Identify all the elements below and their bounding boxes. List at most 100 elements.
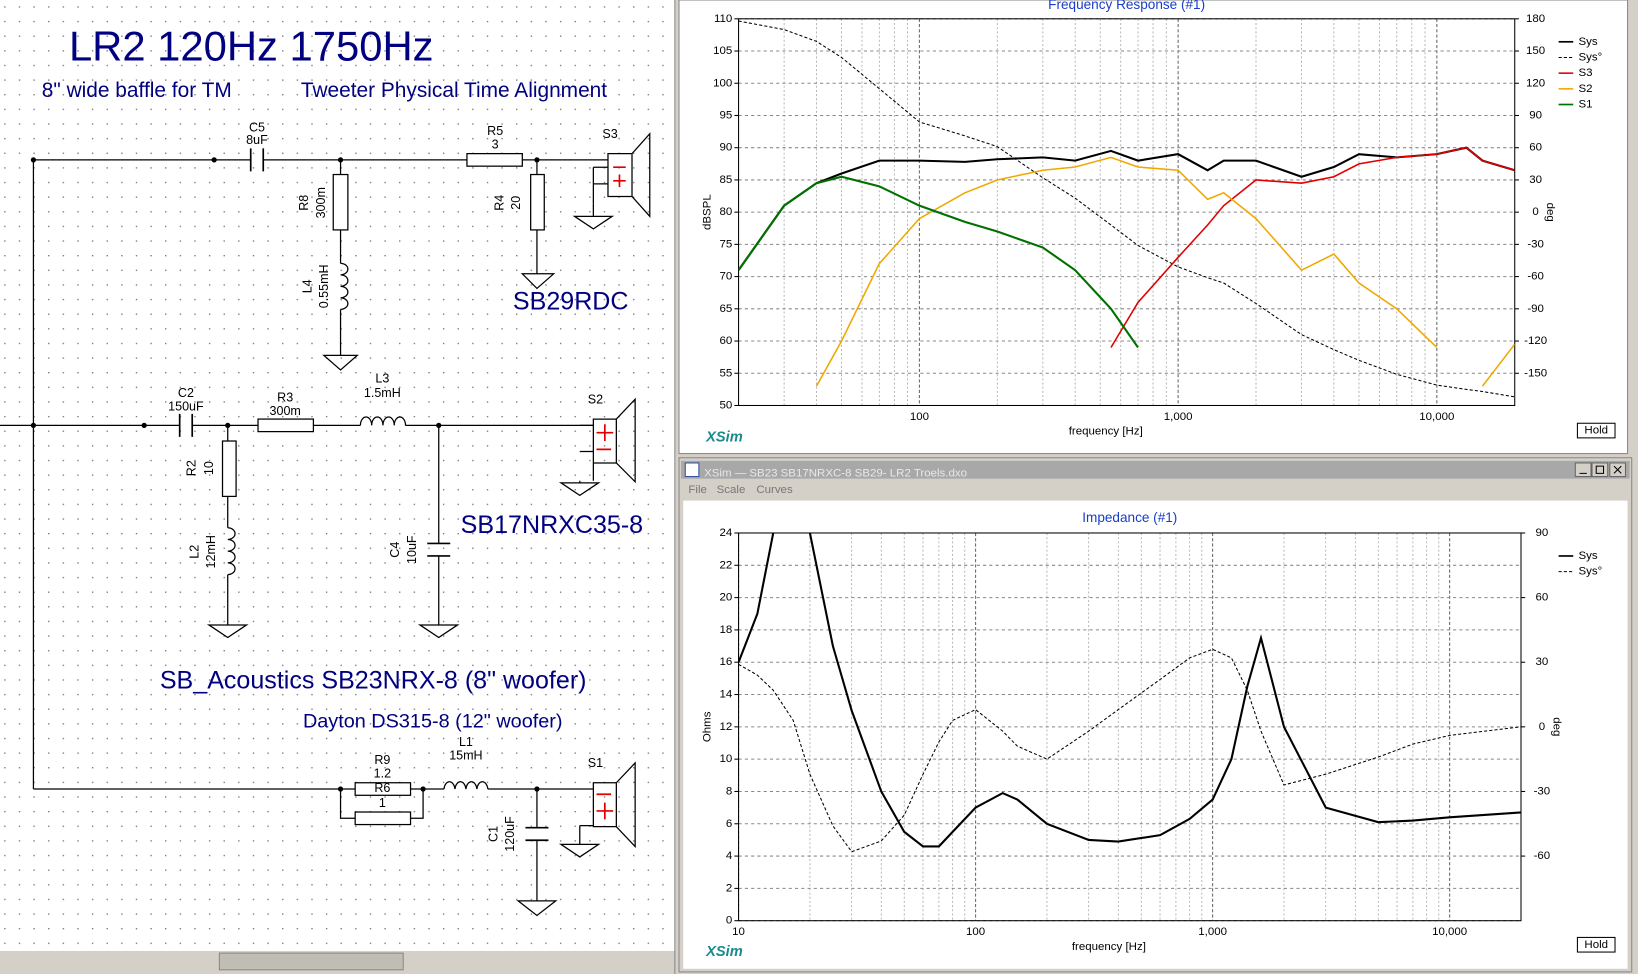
x-tick-label: 1,000: [1198, 926, 1227, 938]
legend-label: Sys°: [1578, 52, 1602, 64]
ref: R5: [487, 124, 503, 138]
wiring: [0, 132, 651, 917]
menu-item[interactable]: Scale: [717, 484, 746, 496]
y-tick-label: 24: [720, 527, 733, 539]
y-tick-label: 4: [726, 850, 733, 862]
y2-tick-label: -60: [1534, 850, 1551, 862]
hold-button[interactable]: [1576, 936, 1616, 953]
y-tick-label: 0: [726, 915, 732, 927]
value: 15mH: [449, 749, 482, 763]
y-tick-label: 6: [726, 818, 732, 830]
value: 20: [509, 196, 523, 210]
y-tick-label: 75: [720, 238, 733, 250]
series-line: [738, 648, 1521, 853]
minimize-button[interactable]: [1574, 462, 1592, 478]
series-line: [738, 175, 1139, 349]
x-axis-label: frequency [Hz]: [1069, 426, 1143, 438]
value: 1.2: [374, 767, 391, 781]
chart: Impedance (#1)10 100 1,000 10,0000246810121…: [701, 510, 1616, 960]
ref: S1: [588, 756, 603, 770]
ref: R4: [493, 195, 507, 211]
y2-tick-label: -60: [1527, 271, 1544, 283]
legend-label: Sys: [1578, 550, 1597, 562]
subtitle: 8" wide baffle for TM: [42, 79, 232, 102]
y2-tick-label: -150: [1524, 367, 1547, 379]
y-tick-label: 110: [714, 13, 732, 25]
y2-tick-label: -120: [1524, 335, 1547, 347]
y2-tick-label: 90: [1536, 527, 1549, 539]
menu-item[interactable]: File: [688, 484, 707, 496]
x-tick-label: 100: [966, 926, 985, 938]
chart-area: [683, 500, 1628, 969]
y-tick-label: 70: [720, 271, 733, 283]
chart-area: [678, 0, 1629, 455]
ref: C2: [178, 386, 194, 400]
maximize-button[interactable]: [1591, 462, 1609, 478]
driver-label: SB17NRXC35-8: [461, 511, 643, 539]
junctions: [30, 157, 540, 792]
response-window: [678, 0, 1629, 455]
dot-grid: [0, 0, 675, 952]
schematic-title: LR2 120Hz 1750Hz: [69, 23, 434, 70]
y-tick-label: 10: [720, 753, 733, 765]
x-tick-label: 10: [732, 926, 745, 938]
hold-label: Hold: [1584, 939, 1608, 951]
value: 300m: [314, 187, 328, 218]
plot-frame: [738, 18, 1516, 407]
legend-label: S1: [1578, 99, 1592, 111]
series-line: [738, 20, 1515, 398]
y2-tick-label: 60: [1536, 592, 1549, 604]
y2-tick-label: 0: [1532, 206, 1538, 218]
chart-title: Frequency Response (#1): [1048, 0, 1205, 12]
x-tick-label: 1,000: [1164, 411, 1193, 423]
y2-tick-label: -90: [1527, 303, 1544, 315]
ref: R8: [297, 195, 311, 211]
value: 1.5mH: [364, 386, 401, 400]
value: 3: [492, 137, 499, 151]
y2-tick-label: 0: [1539, 721, 1545, 733]
value: 10: [202, 461, 216, 475]
ref: R3: [277, 390, 293, 404]
y-axis-label: dBSPL: [701, 194, 713, 230]
y-tick-label: 90: [720, 142, 733, 154]
driver-label: SB_Acoustics SB23NRX-8 (8" woofer): [160, 667, 587, 695]
y-tick-label: 105: [713, 45, 732, 57]
y2-tick-label: -30: [1534, 785, 1551, 797]
legend-label: S3: [1578, 67, 1592, 79]
y-tick-label: 95: [720, 110, 733, 122]
y2-tick-label: 120: [1526, 77, 1545, 89]
ref: L4: [300, 279, 314, 293]
y-tick-label: 100: [713, 77, 732, 89]
app-icon: [684, 462, 700, 478]
y-tick-label: 50: [720, 400, 733, 412]
y-tick-label: 85: [720, 174, 733, 186]
window-buttons: [1574, 462, 1626, 478]
subtitle: Tweeter Physical Time Alignment: [301, 79, 607, 102]
y-tick-label: 16: [720, 656, 733, 668]
value: 0.55mH: [317, 264, 331, 308]
plot-lines: [738, 532, 1521, 853]
y2-tick-label: 90: [1529, 110, 1542, 122]
ref: C1: [486, 826, 500, 842]
ref: S2: [588, 392, 603, 406]
y-tick-label: 60: [720, 335, 733, 347]
ref: R6: [374, 781, 390, 795]
hold-button[interactable]: [1576, 422, 1616, 439]
scroll-thumb[interactable]: [218, 952, 404, 971]
y-tick-label: 18: [720, 624, 733, 636]
y-axis-label: Ohms: [701, 711, 713, 742]
value: 12mH: [204, 535, 218, 568]
ref: L3: [375, 371, 389, 385]
charts: Frequency Response (#1)100 1,000 10,000505…: [701, 0, 1616, 960]
x-tick-label: 100: [910, 411, 929, 423]
driver-label: Dayton DS315-8 (12" woofer): [303, 710, 563, 732]
value: 120uF: [503, 816, 517, 852]
y2-tick-label: -30: [1527, 238, 1544, 250]
legend-label: Sys: [1578, 36, 1597, 48]
ref: C4: [388, 542, 402, 558]
value: 10uF: [405, 535, 419, 564]
watermark: XSim: [705, 944, 743, 960]
menu-item[interactable]: Curves: [756, 484, 793, 496]
series-line: [815, 156, 1515, 387]
value: 300m: [270, 404, 301, 418]
